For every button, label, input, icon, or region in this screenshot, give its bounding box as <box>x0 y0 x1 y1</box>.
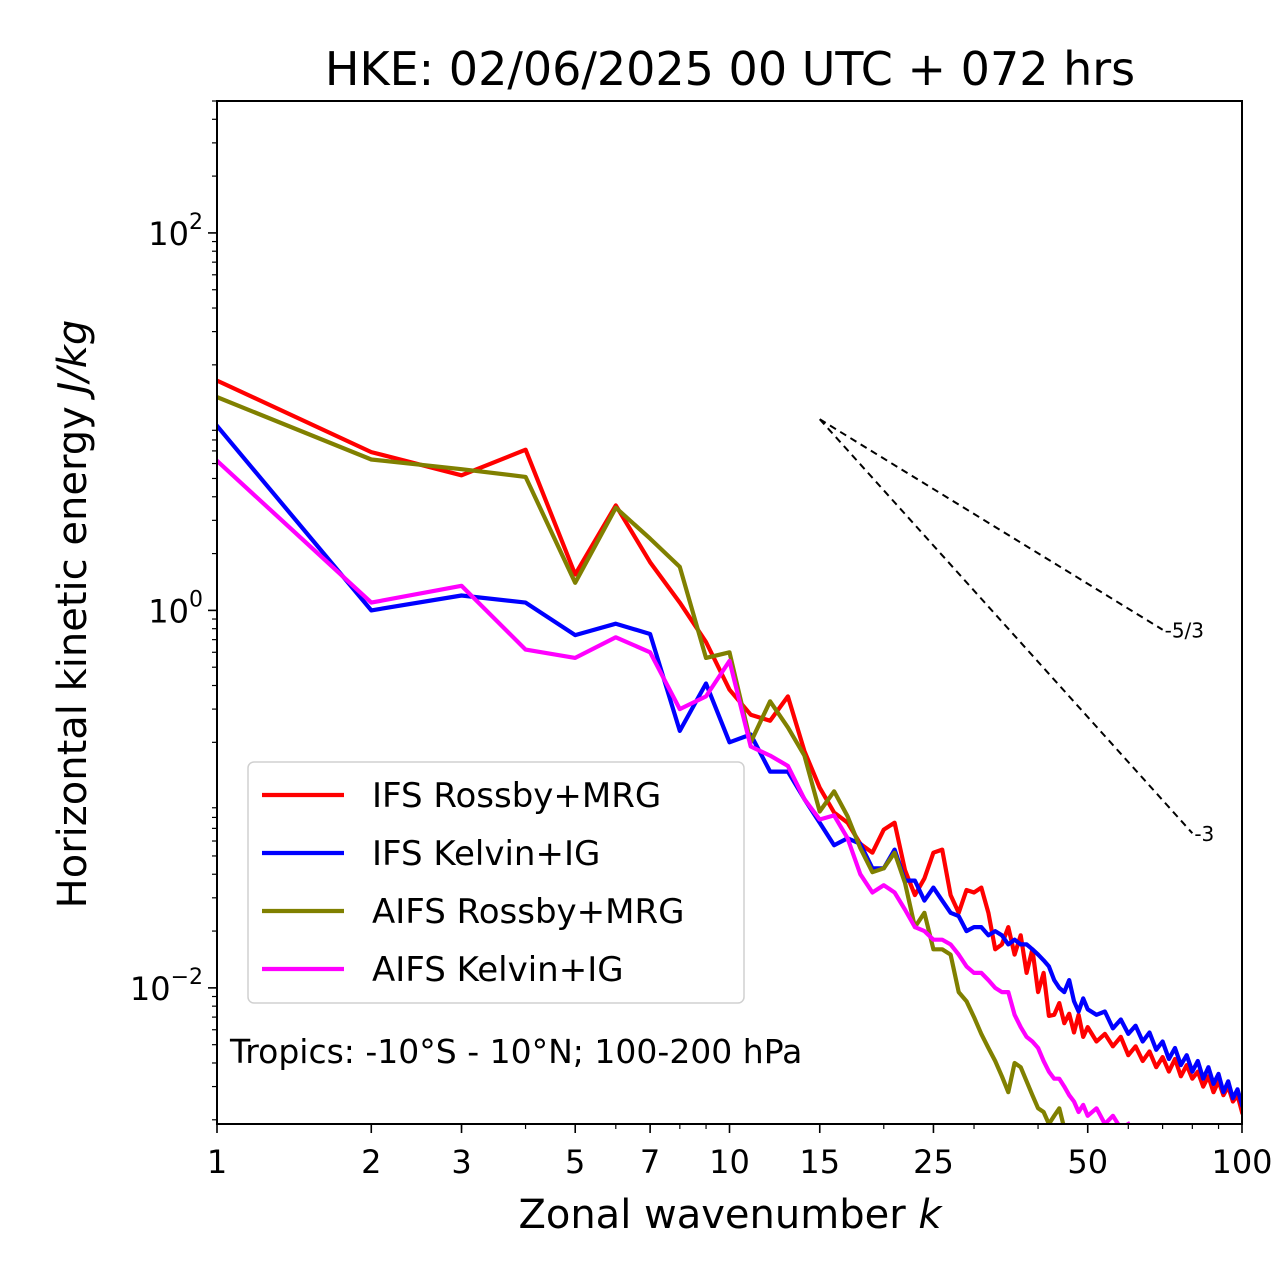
x-axis-label: Zonal wavenumber k <box>518 1192 943 1238</box>
plot-frame <box>216 100 1243 1125</box>
y-axis-label: Horizontal kinetic energy J/kg <box>50 320 96 909</box>
legend: IFS Rossby+MRG IFS Kelvin+IG AIFS Rossby+M… <box>247 761 745 1004</box>
y-axis-label-unit: J/kg <box>50 320 96 401</box>
reference-labels: -5/3 -3 <box>1165 619 1215 846</box>
x-tick-label: 1 <box>207 1143 227 1181</box>
y-axis-label-text: Horizontal kinetic energy <box>50 394 96 909</box>
legend-box <box>247 761 745 1004</box>
region-annotation: Tropics: -10°S - 10°N; 100-200 hPa <box>229 1032 802 1071</box>
x-tick-label: 100 <box>1211 1143 1272 1181</box>
legend-label: IFS Rossby+MRG <box>372 776 661 816</box>
legend-label: AIFS Rossby+MRG <box>372 892 684 932</box>
x-axis-ticks: 1 2 3 5 7 10 15 25 50 100 <box>207 1124 1273 1181</box>
x-axis-label-text: Zonal wavenumber <box>518 1192 918 1238</box>
x-tick-label: 15 <box>799 1143 840 1181</box>
series-lines <box>217 378 1242 1124</box>
x-tick-label: 10 <box>709 1143 750 1181</box>
x-tick-label: 5 <box>565 1143 585 1181</box>
y-tick-exponent: 2 <box>189 210 203 235</box>
series-line <box>217 378 1242 1115</box>
x-tick-label: 50 <box>1067 1143 1108 1181</box>
reference-line <box>819 418 1164 631</box>
x-tick-label: 3 <box>451 1143 471 1181</box>
x-axis-label-var: k <box>918 1192 943 1238</box>
series-line <box>217 457 1131 1124</box>
legend-entries: IFS Rossby+MRG IFS Kelvin+IG AIFS Rossby+M… <box>262 776 684 990</box>
y-tick-label: 102 <box>148 210 203 253</box>
x-tick-label: 2 <box>361 1143 381 1181</box>
reference-line-label: -5/3 <box>1165 619 1204 643</box>
y-tick-base: 10 <box>148 592 189 630</box>
series-line <box>217 394 1066 1124</box>
y-tick-exponent: −2 <box>171 965 203 990</box>
chart-title: HKE: 02/06/2025 00 UTC + 072 hrs <box>325 42 1135 96</box>
reference-line <box>819 418 1194 834</box>
x-tick-label: 7 <box>640 1143 660 1181</box>
reference-line-label: -3 <box>1194 822 1214 846</box>
y-tick-label: 100 <box>148 587 203 630</box>
x-tick-label: 25 <box>913 1143 954 1181</box>
y-tick-exponent: 0 <box>189 587 203 612</box>
y-tick-label: 10−2 <box>130 965 203 1008</box>
legend-label: AIFS Kelvin+IG <box>372 950 624 990</box>
reference-lines <box>819 418 1194 834</box>
legend-label: IFS Kelvin+IG <box>372 834 600 874</box>
y-tick-base: 10 <box>148 215 189 253</box>
y-tick-base: 10 <box>130 970 171 1008</box>
